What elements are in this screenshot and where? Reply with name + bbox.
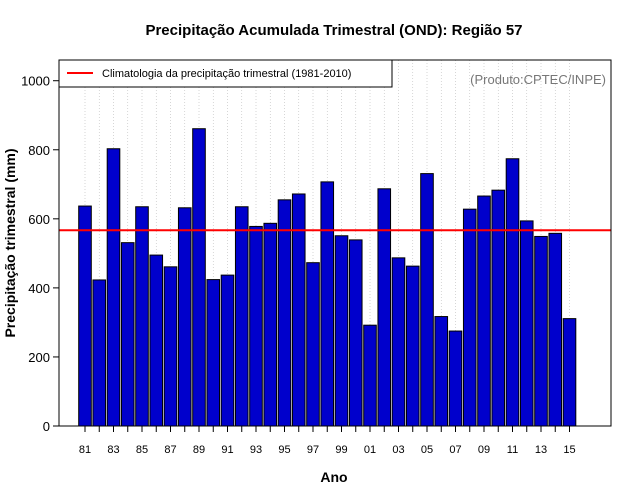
y-tick-label: 600 xyxy=(28,212,50,227)
x-axis: 81 83 85 87 89 91 93 95 97 99 01 03 05 07 09 11 13 15 xyxy=(79,426,576,456)
x-tick-label: 15 xyxy=(563,444,575,456)
bar-2003 xyxy=(391,257,406,427)
bar-1987 xyxy=(163,266,178,427)
x-tick-label: 89 xyxy=(193,444,205,456)
legend-label: Climatologia da precipitação trimestral … xyxy=(102,68,351,80)
legend: Climatologia da precipitação trimestral … xyxy=(58,59,393,88)
bar-1995 xyxy=(277,199,292,427)
x-tick-label: 87 xyxy=(164,444,176,456)
bar-1997 xyxy=(306,262,320,427)
y-axis: 0 200 400 600 800 1000 xyxy=(21,74,59,434)
legend-box xyxy=(58,59,393,88)
bar-2010 xyxy=(491,189,506,427)
x-tick-label: 99 xyxy=(335,444,347,456)
x-tick-label: 85 xyxy=(136,444,148,456)
x-tick-label: 83 xyxy=(107,444,119,456)
bars xyxy=(78,128,577,427)
x-tick-label: 81 xyxy=(79,444,91,456)
y-tick-label: 1000 xyxy=(21,74,50,89)
bar-1991 xyxy=(220,274,235,427)
x-tick-label: 91 xyxy=(221,444,233,456)
bar-2015 xyxy=(562,318,577,427)
bar-1992 xyxy=(234,206,249,427)
bar-1984 xyxy=(120,242,135,427)
bar-1996 xyxy=(291,193,306,427)
chart-title: Precipitação Acumulada Trimestral (OND):… xyxy=(145,22,522,39)
bar-2001 xyxy=(363,324,377,427)
x-tick-label: 01 xyxy=(364,444,376,456)
bar-2007 xyxy=(448,330,463,427)
x-tick-label: 07 xyxy=(449,444,461,456)
bar-2012 xyxy=(519,220,534,427)
x-tick-label: 93 xyxy=(250,444,262,456)
y-tick-label: 400 xyxy=(28,281,50,296)
x-axis-label: Ano xyxy=(320,469,347,485)
bar-2014 xyxy=(548,232,563,427)
credit-text: (Produto:CPTEC/INPE) xyxy=(470,72,606,87)
bar-1993 xyxy=(249,225,263,427)
bar-2011 xyxy=(505,158,520,427)
bar-2000 xyxy=(348,239,363,427)
bar-1990 xyxy=(206,279,221,427)
y-axis-label: Precipitação trimestral (mm) xyxy=(2,148,18,337)
x-tick-label: 05 xyxy=(421,444,433,456)
bar-1988 xyxy=(177,207,192,427)
bar-1998 xyxy=(320,181,335,427)
bar-2006 xyxy=(434,316,449,427)
bar-1983 xyxy=(106,148,121,427)
bar-2008 xyxy=(462,208,477,427)
y-tick-label: 800 xyxy=(28,143,50,158)
x-tick-label: 13 xyxy=(535,444,547,456)
bar-2004 xyxy=(405,265,420,427)
y-tick-label: 200 xyxy=(28,350,50,365)
x-tick-label: 97 xyxy=(307,444,319,456)
x-tick-label: 09 xyxy=(478,444,490,456)
bar-2013 xyxy=(534,235,548,427)
x-tick-label: 03 xyxy=(392,444,404,456)
y-tick-label: 0 xyxy=(43,419,50,434)
bar-1994 xyxy=(263,222,278,427)
bar-1982 xyxy=(92,279,107,427)
x-tick-label: 95 xyxy=(278,444,290,456)
x-tick-label: 11 xyxy=(507,444,518,456)
bar-1986 xyxy=(149,254,164,427)
bar-1985 xyxy=(135,206,149,427)
bar-2002 xyxy=(377,188,392,427)
bar-1989 xyxy=(192,128,206,427)
bar-1999 xyxy=(334,235,349,427)
bar-1981 xyxy=(78,205,92,427)
bar-2005 xyxy=(420,173,434,427)
